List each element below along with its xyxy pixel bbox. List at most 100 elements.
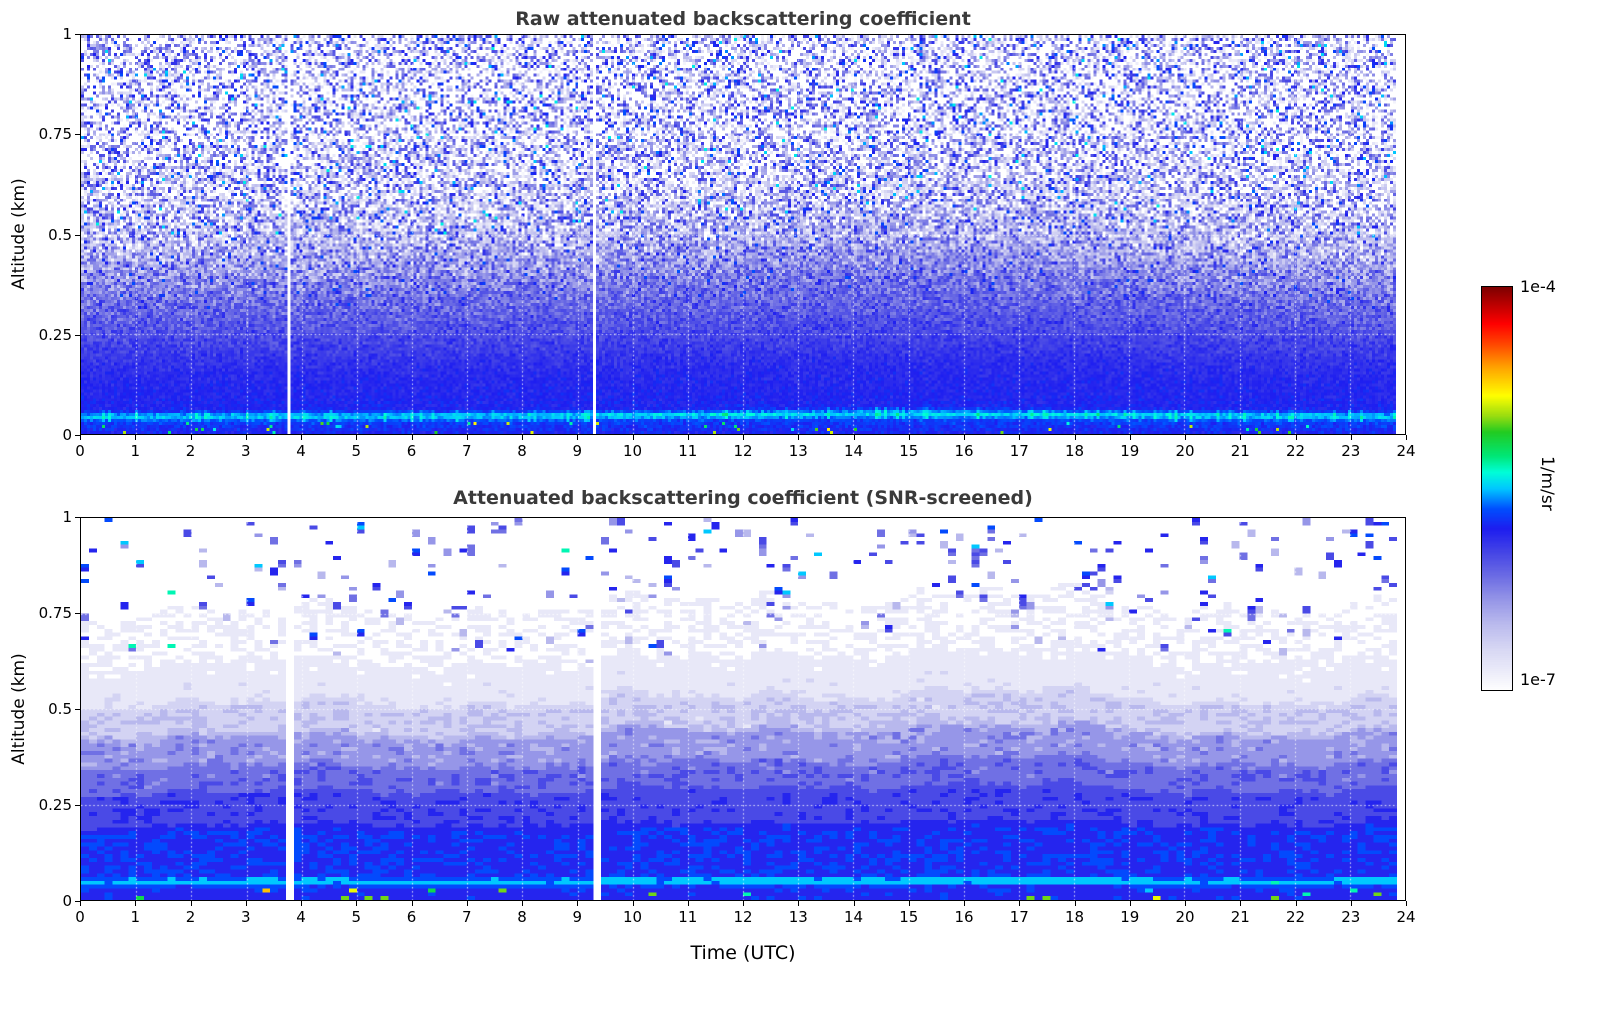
y-tick-mark bbox=[75, 34, 80, 35]
x-tick-mark bbox=[466, 901, 468, 906]
x-tick-label: 16 bbox=[954, 908, 974, 926]
x-tick-mark bbox=[190, 901, 192, 906]
x-tick-mark bbox=[1185, 435, 1186, 440]
x-tick-mark bbox=[80, 901, 81, 906]
raw-gridlines-canvas bbox=[81, 35, 1405, 434]
x-tick-mark bbox=[522, 901, 523, 906]
x-tick-mark bbox=[798, 435, 800, 440]
x-tick-label: 19 bbox=[1120, 442, 1140, 460]
x-tick-label: 16 bbox=[954, 442, 974, 460]
x-tick-mark bbox=[743, 901, 744, 906]
x-tick-label: 13 bbox=[788, 442, 808, 460]
x-tick-mark bbox=[356, 901, 358, 906]
y-tick-label: 0 bbox=[62, 426, 72, 444]
x-tick-mark bbox=[687, 901, 689, 906]
x-tick-mark bbox=[964, 901, 965, 906]
x-tick-label: 18 bbox=[1064, 908, 1085, 926]
x-tick-mark bbox=[798, 901, 800, 906]
x-tick-mark bbox=[245, 435, 247, 440]
x-tick-mark bbox=[190, 435, 192, 440]
x-tick-label: 17 bbox=[1009, 908, 1029, 926]
x-tick-mark bbox=[301, 435, 302, 440]
x-tick-label: 21 bbox=[1230, 442, 1250, 460]
y-axis-label-screened: Altitude (km) bbox=[9, 653, 29, 765]
colorbar-units-label: 1/m/sr bbox=[1537, 456, 1557, 511]
x-tick-label: 4 bbox=[296, 442, 306, 460]
x-tick-label: 22 bbox=[1285, 442, 1306, 460]
x-tick-label: 10 bbox=[622, 908, 643, 926]
chart-title-screened: Attenuated backscattering coefficient (S… bbox=[453, 487, 1033, 509]
x-tick-label: 21 bbox=[1230, 908, 1250, 926]
y-tick-mark bbox=[75, 234, 80, 236]
x-tick-mark bbox=[964, 435, 965, 440]
x-tick-label: 17 bbox=[1009, 442, 1029, 460]
x-tick-label: 23 bbox=[1341, 908, 1361, 926]
colorbar-min-label: 1e-7 bbox=[1520, 670, 1556, 689]
x-tick-label: 12 bbox=[733, 442, 753, 460]
x-tick-mark bbox=[1019, 901, 1021, 906]
y-tick-label: 0.5 bbox=[48, 225, 72, 244]
y-tick-label: 1 bbox=[62, 25, 72, 43]
x-tick-label: 8 bbox=[517, 908, 527, 926]
x-tick-label: 14 bbox=[843, 442, 864, 460]
x-tick-label: 22 bbox=[1285, 908, 1306, 926]
x-tick-mark bbox=[908, 901, 910, 906]
x-tick-mark bbox=[1406, 435, 1407, 440]
x-tick-label: 15 bbox=[899, 908, 919, 926]
x-tick-mark bbox=[411, 901, 413, 906]
x-tick-label: 1 bbox=[130, 908, 141, 926]
x-tick-mark bbox=[853, 435, 855, 440]
y-tick-label: 0.75 bbox=[38, 604, 72, 622]
x-tick-mark bbox=[1240, 435, 1242, 440]
raw-backscatter-heatmap bbox=[80, 34, 1406, 435]
x-tick-mark bbox=[1295, 435, 1297, 440]
screened-gridlines-canvas bbox=[81, 518, 1405, 900]
x-tick-label: 11 bbox=[678, 442, 698, 460]
y-tick-mark bbox=[75, 134, 80, 136]
screened-backscatter-heatmap bbox=[80, 517, 1406, 901]
x-tick-label: 3 bbox=[240, 908, 251, 926]
x-tick-label: 7 bbox=[461, 908, 472, 926]
x-tick-label: 20 bbox=[1175, 908, 1195, 926]
x-tick-label: 13 bbox=[788, 908, 808, 926]
x-tick-label: 10 bbox=[622, 442, 643, 460]
x-tick-label: 5 bbox=[351, 908, 362, 926]
x-tick-mark bbox=[1350, 435, 1352, 440]
x-tick-label: 11 bbox=[678, 908, 698, 926]
y-tick-label: 0.75 bbox=[38, 125, 72, 144]
x-tick-mark bbox=[135, 901, 137, 906]
x-tick-label: 12 bbox=[733, 908, 753, 926]
y-tick-label: 0.25 bbox=[38, 796, 72, 814]
x-tick-mark bbox=[632, 435, 634, 440]
x-tick-mark bbox=[687, 435, 689, 440]
y-tick-label: 0.5 bbox=[48, 700, 72, 718]
y-tick-label: 0.25 bbox=[38, 325, 72, 344]
x-tick-mark bbox=[522, 435, 523, 440]
x-tick-label: 6 bbox=[406, 908, 417, 926]
y-tick-mark bbox=[75, 613, 80, 614]
x-tick-mark bbox=[80, 435, 81, 440]
x-axis-label: Time (UTC) bbox=[690, 942, 796, 964]
y-tick-label: 1 bbox=[62, 508, 72, 526]
x-tick-label: 9 bbox=[572, 908, 583, 926]
x-tick-mark bbox=[1074, 901, 1076, 906]
x-tick-label: 3 bbox=[240, 442, 251, 460]
x-tick-label: 0 bbox=[75, 908, 85, 926]
x-tick-label: 7 bbox=[461, 442, 472, 460]
x-tick-mark bbox=[1295, 901, 1297, 906]
x-tick-label: 19 bbox=[1120, 908, 1140, 926]
x-tick-mark bbox=[743, 435, 744, 440]
x-tick-mark bbox=[1019, 435, 1021, 440]
y-tick-mark bbox=[75, 805, 80, 806]
x-tick-label: 14 bbox=[843, 908, 864, 926]
x-tick-mark bbox=[577, 901, 579, 906]
x-tick-mark bbox=[1240, 901, 1242, 906]
x-tick-mark bbox=[356, 435, 358, 440]
y-tick-mark bbox=[75, 435, 80, 436]
x-tick-label: 0 bbox=[75, 442, 85, 460]
x-tick-label: 1 bbox=[130, 442, 141, 460]
x-tick-mark bbox=[245, 901, 247, 906]
x-tick-label: 24 bbox=[1396, 908, 1416, 926]
colorbar-max-label: 1e-4 bbox=[1520, 277, 1556, 296]
